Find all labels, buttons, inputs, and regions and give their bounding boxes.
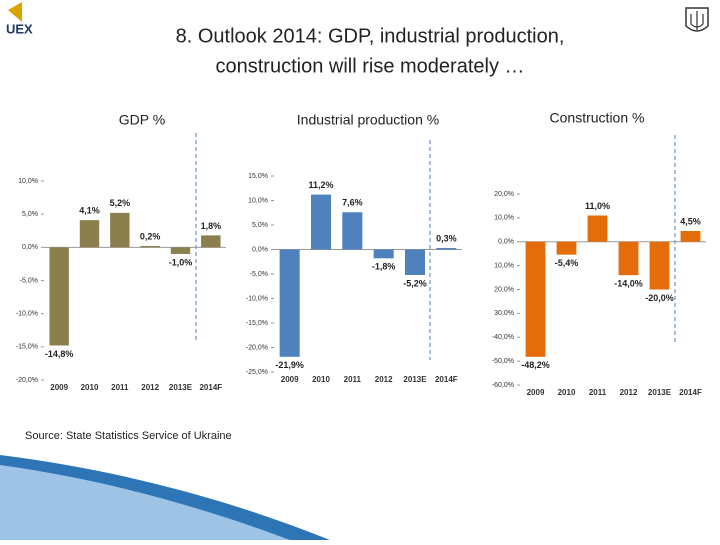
- y-tick-label: 30,0%: [494, 310, 514, 317]
- value-label: -1,0%: [169, 257, 193, 267]
- source: Source: State Statistics Service of Ukra…: [25, 430, 232, 442]
- bar: [49, 247, 69, 346]
- y-tick-label: -20,0%: [246, 344, 268, 351]
- y-tick-label: -5,0%: [250, 271, 268, 278]
- bar: [79, 220, 100, 248]
- y-tick-label: -40,0%: [492, 334, 514, 341]
- bar: [373, 249, 394, 259]
- x-tick-label: 2011: [111, 383, 129, 392]
- y-tick-label: -15,0%: [16, 344, 38, 351]
- y-tick-label: -10,0%: [246, 295, 268, 302]
- x-tick-label: 2010: [558, 388, 576, 397]
- x-tick-label: 2014F: [199, 383, 222, 392]
- y-tick-label: 10,0%: [248, 197, 268, 204]
- value-label: 4,5%: [680, 216, 701, 226]
- x-tick-label: 2012: [620, 388, 638, 397]
- chart-title: GDP %: [119, 112, 165, 128]
- swoosh-light: [0, 465, 290, 540]
- y-tick-label: 20,0%: [494, 286, 514, 293]
- value-label: -21,9%: [275, 360, 304, 370]
- logo: UEX: [6, 21, 33, 36]
- x-tick-label: 2013E: [403, 375, 427, 384]
- y-tick-label: 10,0%: [494, 215, 514, 222]
- bar: [170, 247, 191, 254]
- bar: [342, 212, 363, 250]
- value-label: 11,0%: [585, 201, 610, 211]
- value-label: 0,2%: [140, 231, 161, 241]
- y-tick-label: 5,0%: [22, 211, 38, 218]
- bar: [649, 241, 670, 290]
- bar: [110, 212, 130, 248]
- y-tick-label: 5,0%: [252, 222, 268, 229]
- y-tick-label: 0,0%: [498, 239, 514, 246]
- bar: [279, 249, 300, 357]
- x-tick-label: 2009: [527, 388, 545, 397]
- logo-mark: [8, 2, 22, 22]
- value-label: 1,8%: [201, 221, 222, 231]
- x-tick-label: 2012: [375, 375, 393, 384]
- value-label: 5,2%: [110, 198, 131, 208]
- bar: [140, 246, 160, 248]
- x-tick-label: 2011: [589, 388, 607, 397]
- value-label: -5,2%: [403, 278, 427, 288]
- value-label: 4,1%: [79, 206, 100, 216]
- coat-of-arms: [685, 7, 709, 32]
- value-label: -48,2%: [521, 360, 550, 370]
- slide-title: construction will rise moderately …: [216, 55, 525, 77]
- bar: [201, 235, 221, 248]
- x-tick-label: 2010: [312, 375, 330, 384]
- value-label: -5,4%: [555, 258, 579, 268]
- bar: [556, 241, 577, 255]
- x-tick-label: 2012: [141, 383, 159, 392]
- value-label: -14,0%: [614, 279, 643, 289]
- chart-title: Construction %: [550, 110, 645, 126]
- chart-title: Industrial production %: [297, 112, 439, 128]
- x-tick-label: 2014F: [679, 388, 702, 397]
- y-tick-label: -10,0%: [16, 311, 38, 318]
- y-tick-label: -60,0%: [492, 382, 514, 389]
- value-label: 11,2%: [308, 180, 333, 190]
- value-label: -1,8%: [372, 262, 396, 272]
- y-tick-label: 0,0%: [22, 244, 38, 251]
- x-tick-label: 2009: [281, 375, 299, 384]
- value-label: 0,3%: [436, 233, 457, 243]
- bar: [525, 241, 546, 357]
- bar: [587, 215, 608, 242]
- y-tick-label: -5,0%: [20, 277, 38, 284]
- x-tick-label: 2009: [50, 383, 68, 392]
- x-tick-label: 2014F: [435, 375, 458, 384]
- y-tick-label: 10,0%: [18, 178, 38, 185]
- y-tick-label: -25,0%: [246, 369, 268, 376]
- x-tick-label: 2011: [344, 375, 362, 384]
- value-label: 7,6%: [342, 198, 363, 208]
- x-tick-label: 2013E: [648, 388, 672, 397]
- bar: [404, 249, 426, 275]
- y-tick-label: 20,0%: [494, 191, 514, 198]
- x-tick-label: 2013E: [169, 383, 193, 392]
- bar: [436, 248, 457, 250]
- slide-title: 8. Outlook 2014: GDP, industrial product…: [176, 25, 565, 47]
- bar: [310, 194, 332, 250]
- value-label: -14,8%: [45, 349, 74, 359]
- y-tick-label: -15,0%: [246, 320, 268, 327]
- y-tick-label: 10,0%: [494, 262, 514, 269]
- y-tick-label: 0,0%: [252, 246, 268, 253]
- x-tick-label: 2010: [81, 383, 99, 392]
- bar: [680, 231, 701, 242]
- bar: [618, 241, 639, 276]
- y-tick-label: 15,0%: [248, 173, 268, 180]
- trident: [690, 11, 704, 30]
- y-tick-label: -50,0%: [492, 358, 514, 365]
- value-label: -20,0%: [645, 293, 674, 303]
- y-tick-label: -20,0%: [16, 377, 38, 384]
